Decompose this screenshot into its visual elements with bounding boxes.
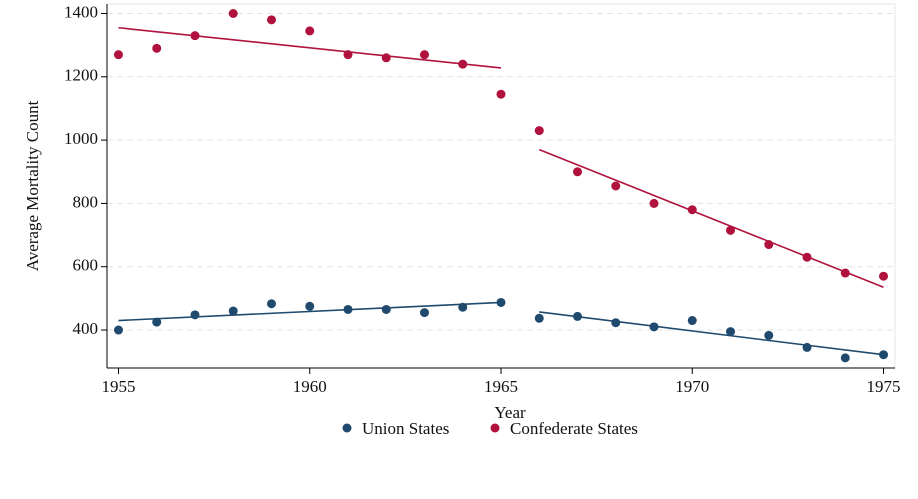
y-tick-label: 1400 bbox=[64, 2, 98, 21]
fit-line bbox=[539, 311, 884, 356]
point bbox=[649, 198, 659, 208]
point bbox=[305, 301, 315, 311]
point bbox=[343, 50, 353, 60]
point bbox=[305, 26, 315, 36]
point bbox=[496, 297, 506, 307]
fit-line bbox=[538, 148, 884, 289]
point bbox=[802, 252, 812, 262]
point bbox=[190, 31, 200, 41]
point bbox=[687, 205, 697, 215]
y-tick-label: 600 bbox=[73, 256, 99, 275]
point bbox=[419, 50, 429, 60]
point bbox=[266, 15, 276, 25]
point bbox=[573, 311, 583, 321]
point bbox=[879, 271, 889, 281]
point bbox=[419, 308, 429, 318]
point bbox=[840, 353, 850, 363]
x-tick-label: 1965 bbox=[484, 377, 518, 396]
point bbox=[802, 342, 812, 352]
legend-label: Union States bbox=[362, 419, 449, 438]
x-tick-label: 1955 bbox=[101, 377, 135, 396]
legend-label: Confederate States bbox=[510, 419, 638, 438]
plot-frame bbox=[106, 3, 896, 369]
point bbox=[152, 43, 162, 53]
y-axis-title: Average Mortality Count bbox=[23, 100, 42, 271]
y-tick-label: 800 bbox=[73, 192, 99, 211]
point bbox=[764, 240, 774, 250]
point bbox=[113, 50, 123, 60]
point bbox=[726, 225, 736, 235]
x-tick-label: 1970 bbox=[675, 377, 709, 396]
point bbox=[458, 59, 468, 69]
point bbox=[266, 299, 276, 309]
legend-marker bbox=[490, 423, 500, 433]
y-tick-label: 1200 bbox=[64, 66, 98, 85]
y-tick-label: 400 bbox=[73, 319, 99, 338]
x-tick-label: 1960 bbox=[293, 377, 327, 396]
point bbox=[726, 327, 736, 337]
point bbox=[113, 325, 123, 335]
point bbox=[879, 350, 889, 360]
point bbox=[611, 181, 621, 191]
point bbox=[764, 330, 774, 340]
fit-line bbox=[118, 26, 502, 69]
point bbox=[228, 8, 238, 18]
point bbox=[228, 306, 238, 316]
point bbox=[534, 313, 544, 323]
point bbox=[190, 310, 200, 320]
point bbox=[496, 89, 506, 99]
x-axis-title: Year bbox=[494, 403, 526, 422]
point bbox=[649, 322, 659, 332]
y-tick-label: 1000 bbox=[64, 129, 98, 148]
fit-line bbox=[118, 301, 502, 322]
x-tick-label: 1975 bbox=[867, 377, 901, 396]
point bbox=[343, 304, 353, 314]
point bbox=[381, 304, 391, 314]
point bbox=[458, 302, 468, 312]
point bbox=[611, 318, 621, 328]
point bbox=[381, 53, 391, 63]
point bbox=[152, 317, 162, 327]
point bbox=[687, 316, 697, 326]
legend-marker bbox=[342, 423, 352, 433]
point bbox=[534, 126, 544, 136]
point bbox=[840, 268, 850, 278]
point bbox=[573, 167, 583, 177]
